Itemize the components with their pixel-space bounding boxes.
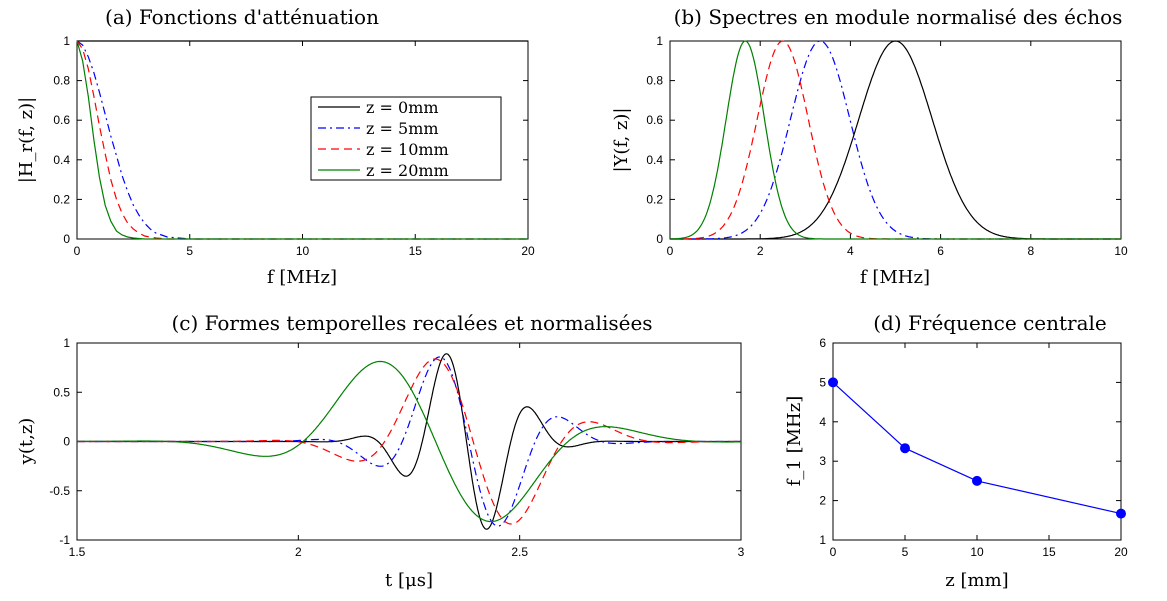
a-ticks-xtick-label: 20 <box>521 244 535 258</box>
panel-c: (c) Formes temporelles recalées et norma… <box>16 311 745 591</box>
panel-a-legend: z = 0mm z = 5mm z = 10mm z = 20mm <box>310 96 502 181</box>
a-ticks-xtick-label: 10 <box>296 244 310 258</box>
b-ticks-ytick-label: 0.8 <box>646 74 663 88</box>
panel-b-title: (b) Spectres en module normalisé des éch… <box>674 5 1123 29</box>
panel-b-line-z5 <box>670 40 1121 240</box>
panel-d-marker <box>1116 508 1126 519</box>
b-ticks-ytick-label: 0.2 <box>646 192 663 206</box>
panel-a-ylabel: |H_r(f, z)| <box>16 97 37 183</box>
a-ticks-xtick-label: 0 <box>74 244 81 258</box>
panel-d-frame <box>832 342 1122 541</box>
panel-c-ticks: 1.5 2 2.5 3 -1 -0.5 0 0.5 1 <box>49 336 744 559</box>
b-ticks-ytick-label: 1 <box>656 34 663 48</box>
b-ticks-xtick-label: 2 <box>757 244 764 258</box>
panel-d-title: (d) Fréquence centrale <box>873 311 1107 335</box>
panel-d-series <box>828 377 1126 519</box>
panel-c-line-z20 <box>77 360 741 523</box>
panel-a-xlabel: f [MHz] <box>267 267 337 288</box>
panel-c-series <box>77 353 741 530</box>
legend-box <box>310 96 502 181</box>
panel-b-line-z20 <box>670 40 1121 240</box>
c-ticks-ytick-label: -0.5 <box>49 484 70 498</box>
b-ticks-xtick-label: 10 <box>1114 244 1128 258</box>
c-ticks-ytick-label: 1 <box>63 336 70 350</box>
d-ticks-xtick-label: 5 <box>902 545 909 559</box>
panel-d-xlabel: z [mm] <box>945 570 1008 591</box>
d-ticks-xtick-label: 10 <box>970 545 984 559</box>
panel-d-marker <box>972 475 982 486</box>
panel-b-ticks: 0 2 4 6 8 10 0 0.2 0.4 0.6 0.8 1 <box>646 34 1128 258</box>
d-ticks-xtick-label: 0 <box>830 545 837 559</box>
d-ticks-ytick-label: 5 <box>819 375 826 389</box>
panel-b: (b) Spectres en module normalisé des éch… <box>611 5 1128 288</box>
panel-b-ylabel: |Y(f, z)| <box>611 107 632 172</box>
panel-a-line-z10 <box>76 40 528 240</box>
d-ticks-ytick-label: 4 <box>819 415 826 429</box>
panel-a-series <box>76 40 528 240</box>
a-ticks-ytick-label: 0.6 <box>53 113 70 127</box>
panel-d-marker <box>900 443 910 454</box>
c-ticks-xtick-label: 2.5 <box>511 545 528 559</box>
a-ticks-ytick-label: 0.4 <box>53 153 70 167</box>
legend-label-z20: z = 20mm <box>366 161 449 180</box>
a-ticks-xtick-label: 15 <box>409 244 423 258</box>
panel-c-ylabel: y(t,z) <box>16 418 37 466</box>
a-ticks-ytick-label: 0 <box>63 232 70 246</box>
c-ticks-xtick-label: 3 <box>738 545 745 559</box>
a-ticks-ytick-label: 0.2 <box>53 192 70 206</box>
c-ticks-ytick-label: 0.5 <box>53 385 70 399</box>
panel-d-line <box>832 381 1122 515</box>
panel-d-marker <box>828 377 838 388</box>
b-ticks-xtick-label: 8 <box>1027 244 1034 258</box>
c-ticks-xtick-label: 2 <box>295 545 302 559</box>
panel-c-line-z10 <box>77 358 741 525</box>
panel-b-line-z0 <box>670 40 1121 240</box>
b-ticks-ytick-label: 0.6 <box>646 113 663 127</box>
panel-b-xlabel: f [MHz] <box>860 267 930 288</box>
panel-a-ticks: 0 5 10 15 20 0 0.2 0.4 0.6 0.8 1 <box>53 34 535 258</box>
c-ticks-xtick-label: 1.5 <box>69 545 86 559</box>
panel-d-ylabel: f_1 [MHz] <box>784 396 805 487</box>
a-ticks-ytick-label: 1 <box>63 34 70 48</box>
panel-a-line-z20 <box>76 40 528 240</box>
panel-b-series <box>670 40 1121 240</box>
b-ticks-xtick-label: 0 <box>667 244 674 258</box>
panel-a: (a) Fonctions d'atténuation 0 5 10 15 20 0 0.2… <box>16 5 535 288</box>
b-ticks-xtick-label: 4 <box>847 244 854 258</box>
panel-c-xlabel: t [μs] <box>385 570 433 591</box>
b-ticks-ytick-label: 0.4 <box>646 153 663 167</box>
legend-label-z5: z = 5mm <box>366 119 439 138</box>
b-ticks-ytick-label: 0 <box>656 232 663 246</box>
panel-b-frame <box>669 40 1122 240</box>
a-ticks-ytick-label: 0.8 <box>53 74 70 88</box>
panel-d: (d) Fréquence centrale 0 5 10 15 20 1 2 3 4 5 6 z … <box>784 311 1128 591</box>
d-ticks-ytick-label: 1 <box>819 533 826 547</box>
panel-b-line-z10 <box>670 40 1121 240</box>
d-ticks-xtick-label: 20 <box>1114 545 1128 559</box>
c-ticks-ytick-label: -1 <box>59 533 70 547</box>
c-ticks-ytick-label: 0 <box>63 435 70 449</box>
panel-a-line-z5 <box>76 40 528 240</box>
d-ticks-ytick-label: 6 <box>819 336 826 350</box>
panel-c-title: (c) Formes temporelles recalées et norma… <box>171 311 652 335</box>
panel-d-ticks: 0 5 10 15 20 1 2 3 4 5 6 <box>819 336 1128 559</box>
d-ticks-ytick-label: 2 <box>819 494 826 508</box>
legend-label-z0: z = 0mm <box>366 98 439 117</box>
a-ticks-xtick-label: 5 <box>186 244 193 258</box>
b-ticks-xtick-label: 6 <box>937 244 944 258</box>
d-ticks-ytick-label: 3 <box>819 454 826 468</box>
panel-a-title: (a) Fonctions d'atténuation <box>105 5 379 29</box>
legend-label-z10: z = 10mm <box>366 140 449 159</box>
d-ticks-xtick-label: 15 <box>1042 545 1056 559</box>
